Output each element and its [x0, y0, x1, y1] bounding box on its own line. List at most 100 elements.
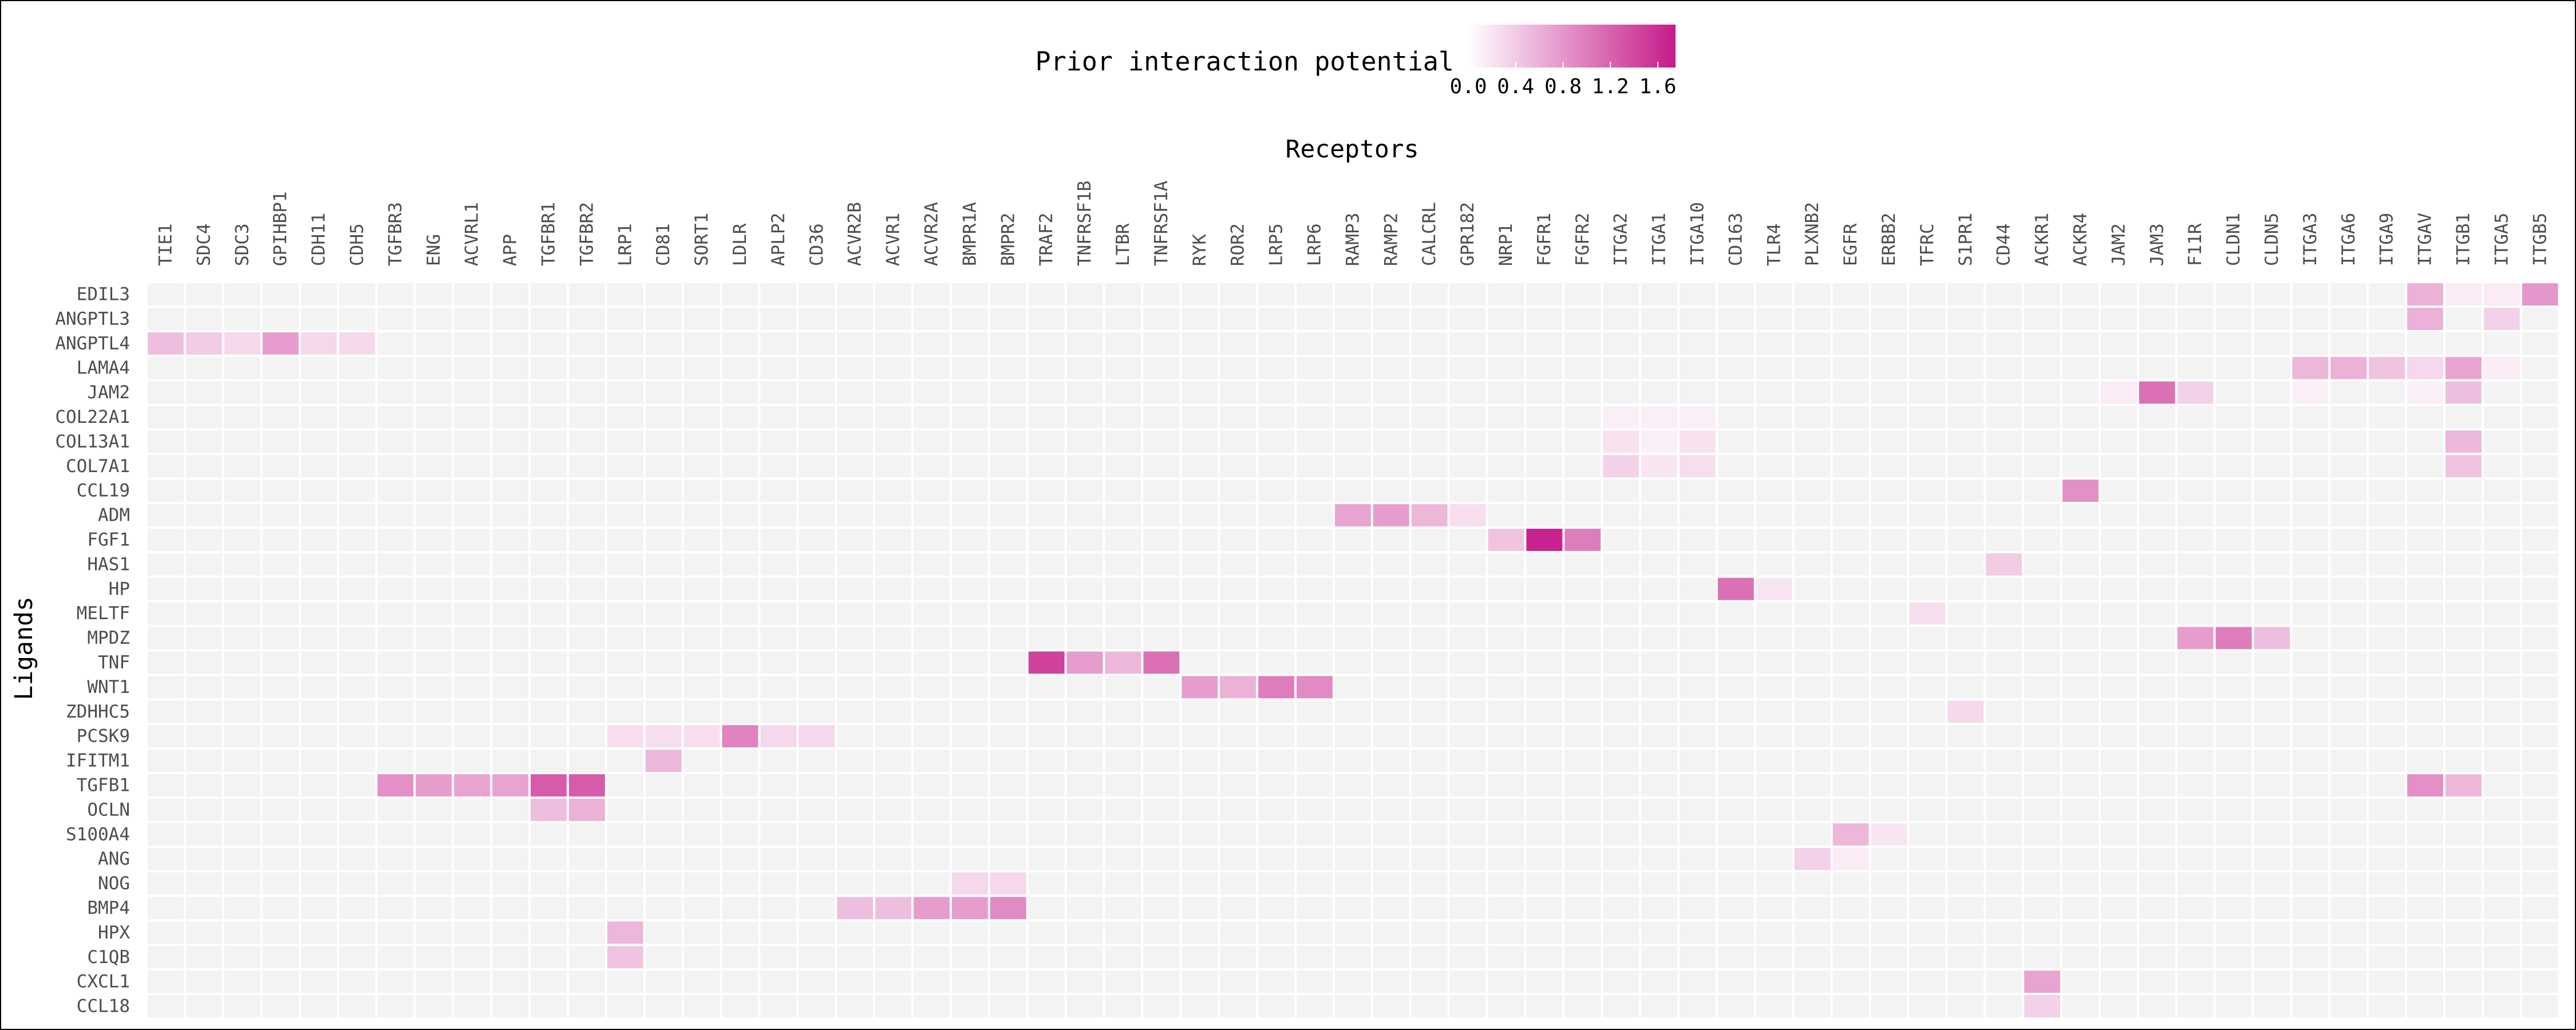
heatmap-cell-empty	[1411, 970, 1448, 993]
heatmap-cell-empty	[492, 700, 528, 723]
heatmap-cell-empty	[148, 798, 184, 821]
heatmap-cell-empty	[1297, 823, 1333, 846]
heatmap-cell-empty	[1794, 921, 1831, 944]
heatmap-cell-empty	[2024, 529, 2060, 551]
heatmap-cell-empty	[914, 946, 950, 969]
heatmap-cell-empty	[1105, 332, 1141, 355]
heatmap-cell-empty	[2215, 356, 2252, 379]
heatmap-cell-empty	[1564, 430, 1601, 453]
heatmap-cell-LAMA4-ITGB1	[2445, 356, 2482, 379]
heatmap-cell-empty	[1871, 307, 1907, 330]
heatmap-cell-ADM-RAMP2	[1373, 504, 1409, 526]
heatmap-cell-empty	[301, 406, 337, 429]
heatmap-cell-empty	[1641, 283, 1677, 306]
heatmap-cell-empty	[2330, 897, 2367, 920]
heatmap-cell-empty	[645, 455, 682, 478]
heatmap-cell-empty	[1334, 577, 1371, 600]
heatmap-cell-empty	[1373, 823, 1409, 846]
heatmap-cell-empty	[2292, 529, 2329, 551]
heatmap-cell-empty	[568, 480, 605, 502]
heatmap-cell-empty	[1986, 504, 2022, 526]
heatmap-cell-empty	[1143, 897, 1180, 920]
heatmap-cell-empty	[722, 430, 758, 453]
heatmap-cell-empty	[1986, 970, 2022, 993]
heatmap-cell-empty	[2483, 627, 2520, 649]
heatmap-cell-empty	[301, 430, 337, 453]
heatmap-cell-empty	[2177, 356, 2214, 379]
y-tick-label: LAMA4	[77, 358, 130, 378]
heatmap-cell-empty	[799, 897, 835, 920]
heatmap-cell-empty	[262, 774, 299, 797]
heatmap-cell-COL7A1-ITGA10	[1680, 455, 1716, 478]
heatmap-cell-empty	[339, 553, 376, 576]
heatmap-cell-empty	[2330, 430, 2367, 453]
heatmap-cell-empty	[1871, 651, 1907, 674]
heatmap-cell-empty	[2177, 700, 2214, 723]
heatmap-cell-empty	[2139, 774, 2175, 797]
heatmap-cell-empty	[1334, 430, 1371, 453]
heatmap-cell-empty	[1334, 700, 1371, 723]
heatmap-cell-empty	[1373, 651, 1409, 674]
heatmap-cell-empty	[2483, 700, 2520, 723]
heatmap-cell-empty	[990, 823, 1026, 846]
heatmap-cell-empty	[1909, 921, 1946, 944]
heatmap-cell-empty	[492, 602, 528, 625]
heatmap-cell-empty	[1028, 529, 1065, 551]
heatmap-cell-empty	[262, 430, 299, 453]
heatmap-cell-empty	[2063, 823, 2099, 846]
heatmap-cell-empty	[2024, 676, 2060, 699]
heatmap-cell-empty	[1488, 921, 1524, 944]
heatmap-cell-empty	[1066, 356, 1103, 379]
heatmap-cell-S100A4-ERBB2	[1871, 823, 1907, 846]
heatmap-cell-empty	[875, 970, 911, 993]
heatmap-cell-BMP4-ACVR1	[875, 897, 911, 920]
heatmap-cell-empty	[1526, 798, 1563, 821]
heatmap-cell-empty	[1143, 823, 1180, 846]
heatmap-cell-empty	[607, 430, 643, 453]
heatmap-cell-empty	[1411, 406, 1448, 429]
heatmap-cell-empty	[2100, 750, 2137, 772]
heatmap-cell-empty	[1488, 676, 1524, 699]
heatmap-cell-empty	[1832, 946, 1869, 969]
heatmap-cell-empty	[301, 897, 337, 920]
heatmap-cell-empty	[2139, 356, 2175, 379]
heatmap-cell-empty	[1909, 725, 1946, 748]
heatmap-cell-empty	[454, 798, 491, 821]
heatmap-cell-empty	[990, 283, 1026, 306]
heatmap-cell-empty	[1028, 823, 1065, 846]
heatmap-cell-empty	[1641, 332, 1677, 355]
heatmap-cell-empty	[377, 504, 414, 526]
heatmap-cell-empty	[1603, 504, 1639, 526]
heatmap-cell-empty	[2292, 774, 2329, 797]
heatmap-cell-empty	[2100, 283, 2137, 306]
heatmap-cell-empty	[2063, 847, 2099, 870]
heatmap-cell-empty	[531, 504, 567, 526]
heatmap-cell-empty	[1986, 651, 2022, 674]
x-tick-label: TGFBR3	[385, 202, 406, 266]
heatmap-cell-empty	[185, 872, 222, 895]
heatmap-cell-empty	[2292, 430, 2329, 453]
heatmap-cell-empty	[799, 283, 835, 306]
heatmap-cell-empty	[301, 480, 337, 502]
heatmap-cell-empty	[683, 750, 720, 772]
heatmap-cell-empty	[799, 406, 835, 429]
heatmap-cell-empty	[1832, 602, 1869, 625]
heatmap-cell-empty	[1066, 553, 1103, 576]
heatmap-cell-empty	[1182, 356, 1218, 379]
heatmap-cell-empty	[2215, 774, 2252, 797]
heatmap-cell-empty	[377, 872, 414, 895]
heatmap-cell-empty	[1258, 872, 1294, 895]
heatmap-cell-empty	[2292, 921, 2329, 944]
heatmap-cell-empty	[914, 774, 950, 797]
heatmap-cell-empty	[1947, 553, 1984, 576]
heatmap-cell-empty	[2139, 798, 2175, 821]
heatmap-cell-empty	[1488, 577, 1524, 600]
heatmap-cell-COL7A1-ITGB1	[2445, 455, 2482, 478]
y-tick-label: BMP4	[87, 898, 130, 918]
heatmap-cell-empty	[2407, 946, 2443, 969]
heatmap-cell-empty	[1717, 823, 1754, 846]
heatmap-cell-empty	[1297, 651, 1333, 674]
heatmap-cell-empty	[1411, 700, 1448, 723]
heatmap-cell-empty	[1334, 553, 1371, 576]
heatmap-cell-empty	[531, 676, 567, 699]
